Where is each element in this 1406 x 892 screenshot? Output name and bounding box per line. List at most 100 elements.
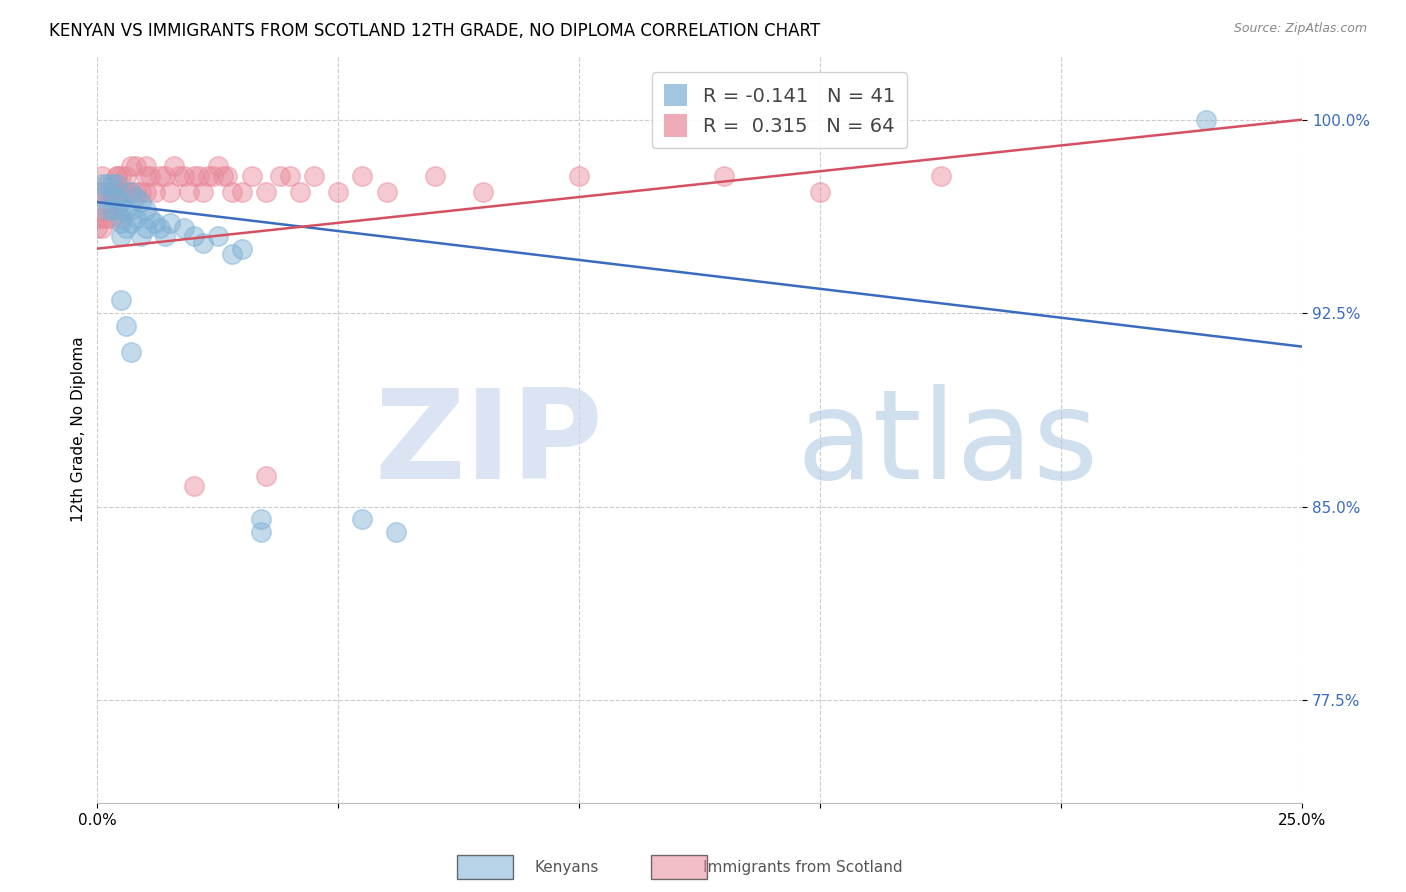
Point: [129, 228, 152, 243]
Point: [96, 177, 118, 191]
Point: [808, 185, 831, 199]
Point: [173, 169, 195, 184]
Point: [159, 216, 181, 230]
Point: [193, 185, 215, 199]
Point: [101, 211, 124, 225]
Point: [105, 190, 128, 204]
Point: [568, 169, 591, 184]
Point: [96, 211, 118, 225]
Point: [129, 195, 152, 210]
Point: [101, 185, 124, 199]
Point: [149, 221, 172, 235]
Point: [202, 169, 225, 184]
Point: [250, 525, 273, 540]
Legend: R = -0.141   N = 41, R =  0.315   N = 64: R = -0.141 N = 41, R = 0.315 N = 64: [652, 72, 907, 148]
Text: Immigrants from Scotland: Immigrants from Scotland: [703, 860, 903, 874]
Point: [125, 185, 148, 199]
Point: [105, 169, 128, 184]
Point: [105, 169, 128, 184]
Point: [423, 169, 446, 184]
Point: [91, 211, 114, 225]
Point: [115, 185, 138, 199]
Point: [231, 242, 253, 256]
Point: [110, 228, 132, 243]
Point: [183, 228, 205, 243]
Point: [125, 211, 148, 225]
Point: [105, 177, 128, 191]
Point: [135, 185, 157, 199]
Point: [231, 185, 253, 199]
Point: [135, 169, 157, 184]
Point: [217, 169, 239, 184]
Text: KENYAN VS IMMIGRANTS FROM SCOTLAND 12TH GRADE, NO DIPLOMA CORRELATION CHART: KENYAN VS IMMIGRANTS FROM SCOTLAND 12TH …: [49, 22, 820, 40]
Point: [471, 185, 494, 199]
Point: [278, 169, 301, 184]
Point: [120, 216, 142, 230]
Point: [91, 221, 114, 235]
Point: [221, 185, 243, 199]
Point: [120, 159, 142, 173]
Point: [187, 169, 209, 184]
Point: [929, 169, 952, 184]
Point: [149, 169, 172, 184]
Point: [110, 293, 132, 308]
Point: [129, 185, 152, 199]
Point: [110, 211, 132, 225]
Point: [139, 169, 162, 184]
Point: [135, 202, 157, 217]
Point: [269, 169, 291, 184]
Point: [143, 216, 166, 230]
Point: [110, 216, 132, 230]
Point: [153, 169, 176, 184]
Point: [135, 221, 157, 235]
Point: [105, 185, 128, 199]
Point: [105, 202, 128, 217]
Point: [101, 202, 124, 217]
Point: [302, 169, 325, 184]
Point: [352, 169, 374, 184]
Point: [101, 185, 124, 199]
Point: [240, 169, 263, 184]
Point: [96, 185, 118, 199]
Point: [207, 159, 229, 173]
Point: [385, 525, 408, 540]
Point: [183, 169, 205, 184]
Point: [110, 185, 132, 199]
Point: [163, 159, 186, 173]
Point: [115, 202, 138, 217]
Point: [91, 177, 114, 191]
Point: [177, 185, 200, 199]
Point: [139, 211, 162, 225]
Point: [375, 185, 398, 199]
Point: [207, 228, 229, 243]
Point: [197, 169, 219, 184]
Point: [115, 318, 138, 333]
Point: [120, 202, 142, 217]
Point: [153, 228, 176, 243]
Point: [254, 185, 277, 199]
Point: [250, 512, 273, 526]
Point: [101, 190, 124, 204]
Point: [125, 190, 148, 204]
Point: [193, 236, 215, 251]
Point: [173, 221, 195, 235]
Point: [120, 344, 142, 359]
Point: [120, 185, 142, 199]
Point: [352, 512, 374, 526]
Point: [183, 479, 205, 493]
Point: [288, 185, 311, 199]
Text: atlas: atlas: [796, 384, 1098, 505]
Point: [159, 185, 181, 199]
Point: [110, 169, 132, 184]
Point: [169, 169, 191, 184]
Point: [91, 185, 114, 199]
Point: [91, 169, 114, 184]
Point: [115, 221, 138, 235]
Y-axis label: 12th Grade, No Diploma: 12th Grade, No Diploma: [72, 336, 86, 522]
Point: [120, 185, 142, 199]
Point: [254, 468, 277, 483]
Point: [101, 177, 124, 191]
Point: [96, 195, 118, 210]
Point: [86, 211, 108, 225]
Text: ZIP: ZIP: [374, 384, 603, 505]
